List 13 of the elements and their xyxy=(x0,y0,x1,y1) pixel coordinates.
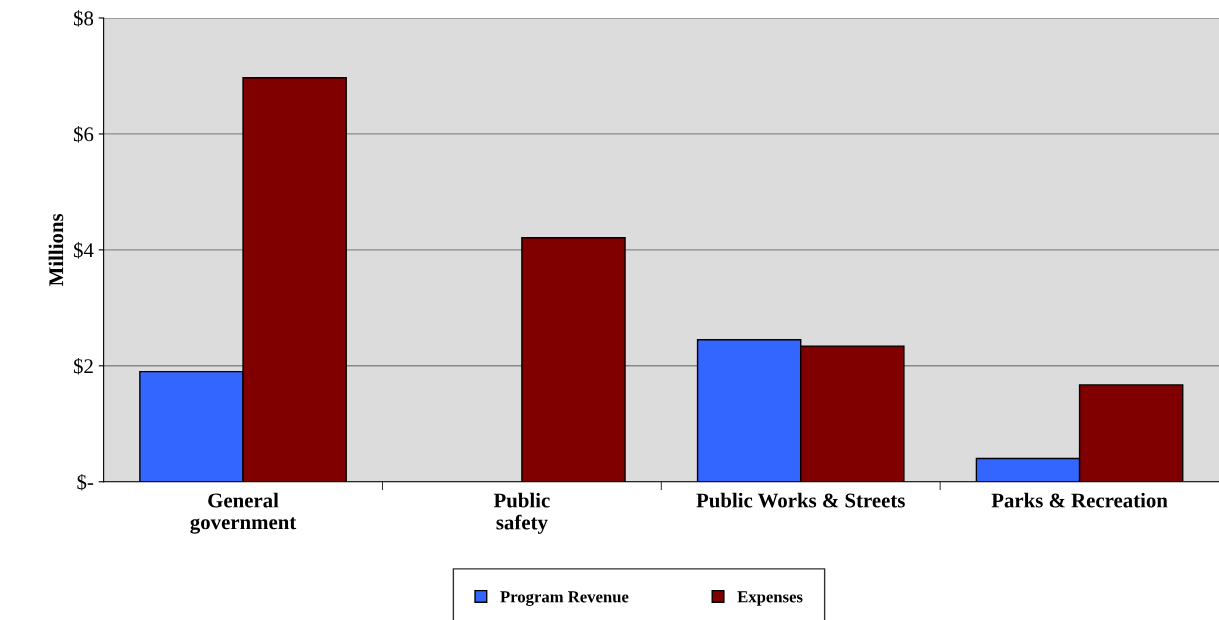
legend-label: Expenses xyxy=(737,591,803,606)
legend-label: Program Revenue xyxy=(500,591,629,606)
y-tick-label: $8 xyxy=(73,10,94,27)
x-tick-label: General government xyxy=(190,492,297,534)
x-tick-label: Public safety xyxy=(493,492,550,534)
y-tick-label: $2 xyxy=(73,357,93,375)
x-tick-label: Public Works & Streets xyxy=(696,492,905,508)
bar xyxy=(521,236,626,482)
x-tick-label: Parks & Recreation xyxy=(991,492,1168,508)
y-tick-label: $- xyxy=(77,473,94,491)
y-tick-label: $4 xyxy=(73,242,94,259)
y-axis-title: Millions xyxy=(48,213,64,286)
y-tick-label: $6 xyxy=(73,126,94,143)
